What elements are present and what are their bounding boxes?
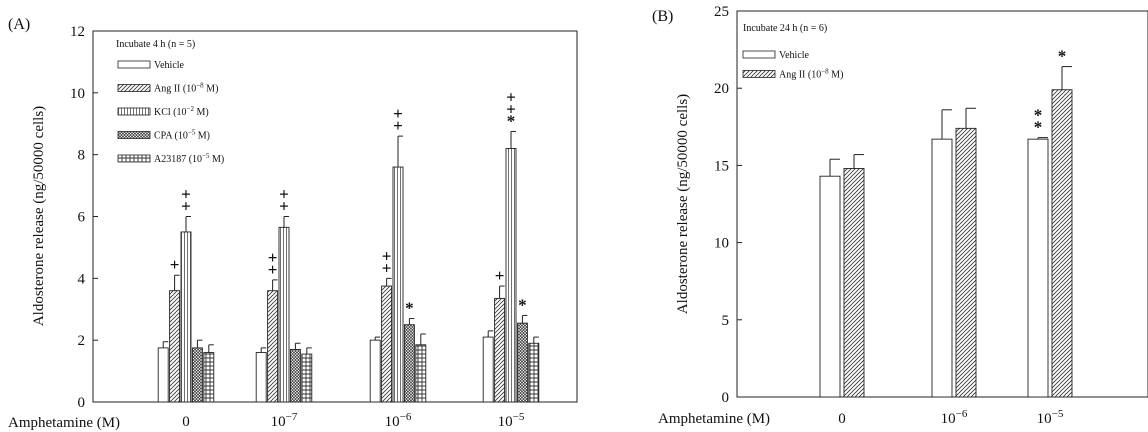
legend-label: A23187 (10−5 M) <box>154 152 224 165</box>
legend-swatch <box>117 84 151 92</box>
y-tick-label: 10 <box>70 86 85 102</box>
y-tick-label: 12 <box>70 24 85 40</box>
bar <box>369 339 381 403</box>
legend-label: Ang II (10−8 M) <box>779 68 843 81</box>
significance-marker: + <box>495 266 505 285</box>
chart-panel-b: (B) Aldosterone release (ng/50000 cells)… <box>652 4 1148 427</box>
significance-marker: + <box>279 197 289 216</box>
legend-swatch <box>117 154 151 163</box>
bar <box>494 297 506 403</box>
bar <box>415 344 427 403</box>
significance-marker: * <box>1034 118 1043 137</box>
chart-panel-a: (A) Aldosterone release (ng/50000 cells)… <box>8 16 578 431</box>
y-tick-label: 0 <box>78 395 86 411</box>
bar <box>169 290 181 403</box>
x-tick-label: 10−6 <box>385 411 412 430</box>
bar <box>267 290 279 403</box>
panel-a-legend-title: Incubate 4 h (n = 5) <box>116 39 195 50</box>
bar <box>403 324 415 403</box>
bar <box>1027 138 1049 398</box>
bar <box>955 127 977 398</box>
significance-marker: + <box>181 185 191 204</box>
significance-marker: + <box>382 258 392 277</box>
legend-swatch <box>742 50 776 59</box>
significance-marker: + <box>170 255 180 274</box>
legend-swatch <box>742 70 776 78</box>
bar <box>203 352 215 403</box>
significance-marker: + <box>279 185 289 204</box>
panel-a-bars: +++++++++++*+*++* <box>157 87 540 403</box>
legend-swatch <box>117 107 151 116</box>
significance-marker: * <box>518 295 527 314</box>
y-tick-label: 8 <box>78 148 86 164</box>
bar <box>157 347 169 403</box>
legend-swatch <box>117 131 151 139</box>
bar <box>180 231 192 403</box>
panel-b-bars: *** <box>819 47 1073 398</box>
y-tick-label: 2 <box>78 333 86 349</box>
bar <box>505 148 517 403</box>
panel-b-y-axis-label: Aldosterone release (ng/50000 cells) <box>675 94 691 314</box>
legend-label: Vehicle <box>779 50 810 61</box>
y-tick-label: 15 <box>714 158 729 174</box>
significance-marker: + <box>393 116 403 135</box>
y-tick-label: 10 <box>714 236 729 252</box>
bar <box>843 168 865 398</box>
panel-a-x-axis-prefix: Amphetamine (M) <box>8 415 120 431</box>
panel-a-label: (A) <box>8 16 30 33</box>
significance-marker: * <box>1058 47 1067 66</box>
significance-marker: + <box>506 87 516 106</box>
panel-a-legend: Incubate 4 h (n = 5) Vehicle Ang II (10−8… <box>116 39 224 165</box>
y-tick-label: 5 <box>722 313 730 329</box>
x-tick-label: 0 <box>182 414 190 430</box>
bar <box>191 347 203 403</box>
y-tick-label: 25 <box>714 4 729 20</box>
bar <box>392 166 404 403</box>
panel-a-x-tick-labels: 0 10−7 10−6 10−5 <box>182 411 525 430</box>
panel-b-x-axis-prefix: Amphetamine (M) <box>658 411 770 427</box>
legend-label: Vehicle <box>154 60 185 71</box>
bar <box>289 348 301 403</box>
significance-marker: * <box>1034 106 1043 125</box>
panel-b-legend: Incubate 24 h (n = 6) Vehicle Ang II (10−… <box>742 23 843 81</box>
y-tick-label: 20 <box>714 81 729 97</box>
significance-marker: + <box>268 248 278 267</box>
bar <box>255 352 267 403</box>
bar <box>516 322 528 403</box>
legend-label: Ang II (10−8 M) <box>154 82 218 95</box>
x-tick-label: 10−6 <box>941 408 968 427</box>
x-tick-label: 0 <box>838 411 846 427</box>
legend-swatch <box>117 60 151 69</box>
panel-b-label: (B) <box>652 8 673 25</box>
bar <box>482 336 494 403</box>
bar <box>528 342 540 403</box>
legend-label: KCl (10−2 M) <box>154 105 209 118</box>
bar <box>301 353 313 403</box>
significance-marker: + <box>181 197 191 216</box>
significance-marker: + <box>382 246 392 265</box>
bar <box>1051 89 1073 398</box>
x-tick-label: 10−5 <box>498 411 525 430</box>
significance-marker: + <box>393 104 403 123</box>
bar <box>278 226 290 403</box>
bar <box>931 138 953 398</box>
panel-a-y-ticks: 0 2 4 6 8 10 12 <box>70 24 98 411</box>
legend-label: CPA (10−5 M) <box>154 129 210 142</box>
panel-b-legend-title: Incubate 24 h (n = 6) <box>743 23 827 34</box>
panel-a-y-axis-label: Aldosterone release (ng/50000 cells) <box>31 106 47 326</box>
significance-marker: + <box>268 260 278 279</box>
significance-marker: + <box>506 99 516 118</box>
x-tick-label: 10−7 <box>271 411 298 430</box>
x-tick-label: 10−5 <box>1037 408 1064 427</box>
y-tick-label: 6 <box>78 210 86 226</box>
significance-marker: * <box>507 111 516 130</box>
y-tick-label: 0 <box>722 390 730 406</box>
bar <box>381 285 393 403</box>
bar <box>819 175 841 398</box>
significance-marker: * <box>405 299 414 318</box>
panel-b-x-tick-labels: 0 10−6 10−5 <box>838 408 1064 427</box>
y-tick-label: 4 <box>78 271 86 287</box>
panel-b-y-ticks: 0 5 10 15 20 25 <box>714 4 742 406</box>
